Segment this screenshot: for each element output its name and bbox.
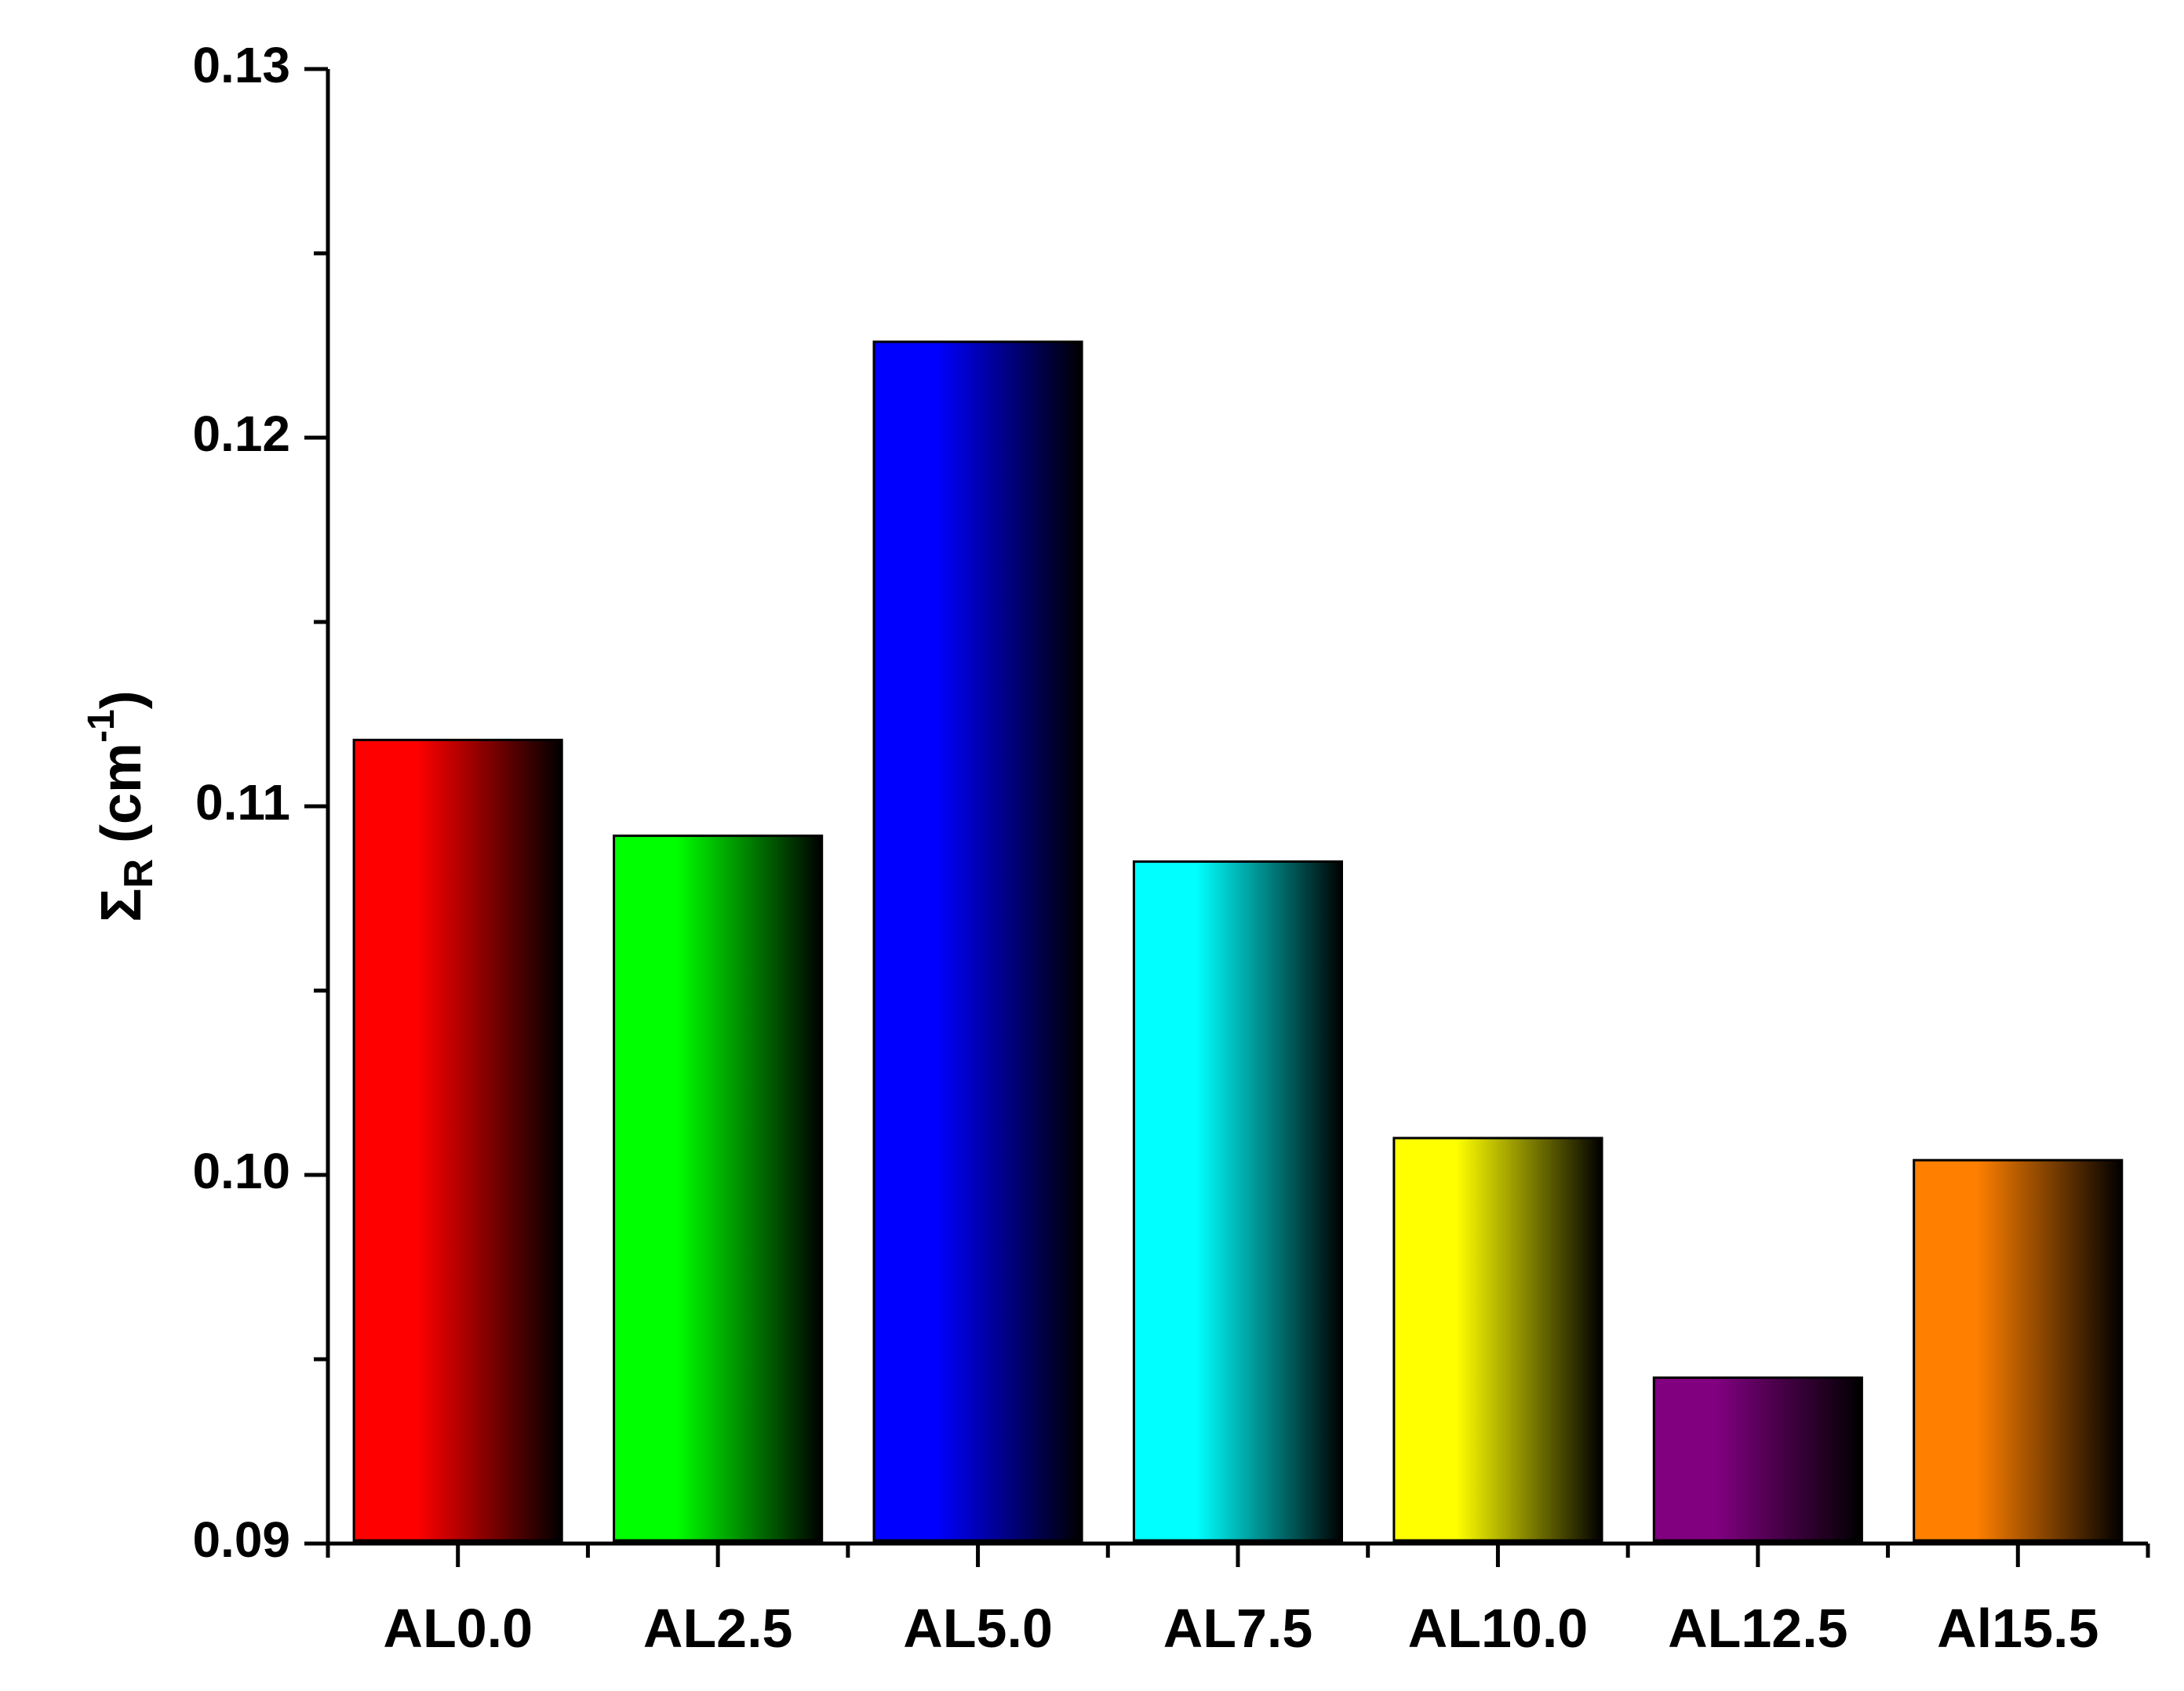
y-tick-label: 0.11 xyxy=(195,774,290,831)
y-ticks: 0.09 0.10 0.11 0.12 0.13 xyxy=(192,37,328,1568)
x-tick-label: AL2.5 xyxy=(643,1598,793,1659)
x-ticks: AL0.0 AL2.5 AL5.0 AL7.5 AL10.0 AL12.5 Al15.5 xyxy=(326,1544,2150,1659)
bar-al12-5 xyxy=(1652,1376,1863,1542)
bar-al7-5 xyxy=(1132,860,1344,1542)
x-tick-label: AL10.0 xyxy=(1408,1598,1589,1659)
x-tick-label: AL7.5 xyxy=(1163,1598,1313,1659)
y-axis-unit-open: (cm xyxy=(90,743,153,859)
y-axis-unit-close: ) xyxy=(90,690,153,709)
x-tick-label: AL5.0 xyxy=(903,1598,1053,1659)
bar-al0-0 xyxy=(352,738,563,1542)
y-tick-label: 0.09 xyxy=(192,1511,290,1568)
y-tick-label: 0.10 xyxy=(192,1143,290,1199)
y-tick-label: 0.12 xyxy=(192,405,290,462)
bars xyxy=(352,340,2124,1542)
y-axis-symbol: Σ xyxy=(90,889,153,922)
y-axis-title: ΣR (cm-1) xyxy=(81,690,162,922)
y-tick-label: 0.13 xyxy=(192,37,290,93)
x-tick-label: AL0.0 xyxy=(383,1598,533,1659)
y-axis-subscript: R xyxy=(116,859,162,889)
bar-al10-0 xyxy=(1392,1136,1603,1542)
y-axis-superscript: -1 xyxy=(81,709,122,743)
bar-al5-0 xyxy=(872,340,1083,1542)
bar-al2-5 xyxy=(613,835,824,1542)
x-tick-label: Al15.5 xyxy=(1937,1598,2098,1659)
bar-al15-5 xyxy=(1913,1158,2124,1542)
x-tick-label: AL12.5 xyxy=(1668,1598,1848,1659)
